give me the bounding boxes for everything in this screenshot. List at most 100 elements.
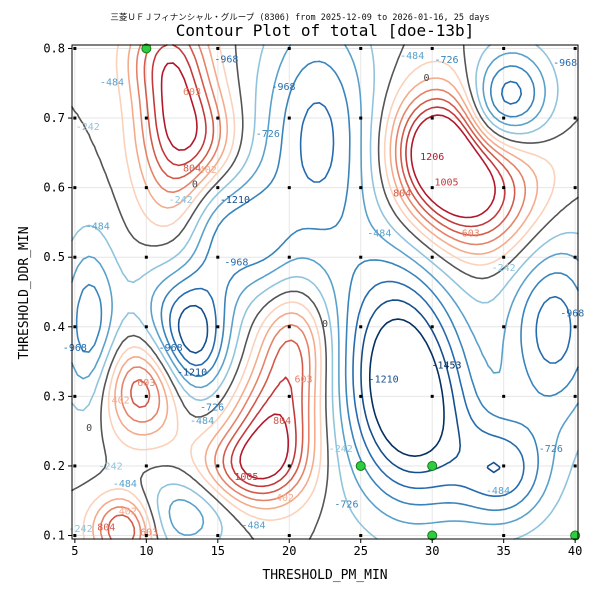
contour-label: -484: [86, 221, 110, 232]
doe-point: [502, 534, 506, 538]
doe-point: [430, 46, 434, 50]
contour-label: 804: [183, 164, 201, 175]
doe-points-layer: [73, 46, 577, 538]
x-tick-label: 25: [354, 544, 368, 558]
contour-label: -484: [367, 228, 391, 239]
contour-label: 0: [192, 180, 198, 191]
contour-label: -484: [100, 77, 124, 88]
doe-point: [359, 325, 363, 329]
doe-point: [73, 325, 77, 329]
y-tick-label: 0.2: [43, 459, 65, 473]
contour-label: -242: [169, 195, 193, 206]
doe-point: [144, 394, 148, 398]
doe-point: [359, 116, 363, 120]
contour-label: 0: [86, 423, 92, 434]
contour-label: -242: [492, 263, 516, 274]
contour-label: 603: [295, 374, 313, 385]
contour-line-0: [71, 44, 579, 540]
contour-label: 603: [140, 528, 158, 539]
doe-point: [287, 534, 291, 538]
contour-label: -726: [200, 402, 224, 413]
contour-label: -242: [69, 524, 93, 535]
highlight-point: [427, 460, 438, 471]
x-tick-label: 30: [425, 544, 439, 558]
doe-point: [287, 186, 291, 190]
chart-title: Contour Plot of total [doe-13b]: [176, 21, 475, 40]
doe-point: [144, 186, 148, 190]
contour-label: 402: [276, 493, 294, 504]
doe-point: [144, 255, 148, 259]
x-tick-label: 20: [282, 544, 296, 558]
y-axis-label: THRESHOLD_DDR_MIN: [17, 226, 32, 359]
doe-point: [287, 116, 291, 120]
x-tick-label: 15: [211, 544, 225, 558]
doe-point: [573, 46, 577, 50]
doe-point: [73, 46, 77, 50]
doe-point: [216, 186, 220, 190]
contour-label: -242: [329, 444, 353, 455]
contour-label: -968: [159, 343, 183, 354]
contour-label: 804: [97, 523, 115, 534]
contour-label: -726: [539, 444, 563, 455]
contour-label: -726: [334, 500, 358, 511]
y-tick-label: 0.4: [43, 320, 65, 334]
doe-point: [573, 464, 577, 468]
contour-label: -1210: [369, 374, 399, 385]
contour-label: 1206: [420, 152, 444, 163]
doe-point: [287, 46, 291, 50]
doe-point: [216, 464, 220, 468]
doe-point: [573, 325, 577, 329]
contour-line-neg242: [71, 44, 579, 540]
doe-point: [430, 325, 434, 329]
contour-line-neg1210: [177, 299, 501, 474]
highlight-point: [141, 43, 152, 54]
contour-label: 804: [393, 189, 411, 200]
highlight-point: [355, 460, 366, 471]
contour-label: 0: [322, 319, 328, 330]
y-tick-label: 0.5: [43, 250, 65, 264]
doe-point: [73, 394, 77, 398]
doe-point: [73, 255, 77, 259]
doe-point: [573, 116, 577, 120]
contour-line-neg726: [75, 60, 579, 512]
doe-point: [502, 394, 506, 398]
doe-point: [359, 534, 363, 538]
doe-point: [359, 255, 363, 259]
contour-line-402: [92, 44, 539, 540]
contour-label: 1005: [234, 472, 258, 483]
plot-frame: [71, 44, 579, 540]
contour-label-layer: 1206 1005 804 603 -242 -484 -484 -726 0 -968 -968 -…: [63, 51, 585, 539]
contour-line-201: [82, 44, 556, 540]
doe-point: [359, 46, 363, 50]
doe-point: [216, 116, 220, 120]
contour-label: -242: [76, 122, 100, 133]
doe-point: [430, 116, 434, 120]
contour-label: 603: [137, 378, 155, 389]
contour-label: -968: [272, 82, 296, 93]
doe-point: [144, 534, 148, 538]
doe-point: [573, 255, 577, 259]
contour-line-neg968: [169, 80, 572, 497]
doe-point: [287, 255, 291, 259]
doe-point: [502, 46, 506, 50]
y-tick-label: 0.7: [43, 111, 65, 125]
doe-point: [502, 325, 506, 329]
x-axis-label: THRESHOLD_PM_MIN: [262, 568, 387, 583]
contour-label: 603: [462, 228, 480, 239]
doe-point: [502, 186, 506, 190]
y-tick-label: 0.3: [43, 389, 65, 403]
contour-label: -968: [560, 308, 584, 319]
contour-label: 402: [199, 165, 217, 176]
doe-point: [430, 186, 434, 190]
contour-label: -726: [434, 55, 458, 66]
contour-label: 402: [119, 507, 137, 518]
contour-label: -968: [63, 343, 87, 354]
contour-label: -484: [190, 416, 214, 427]
x-tick-label: 35: [496, 544, 510, 558]
contour-label: -1210: [220, 195, 250, 206]
contour-label: -968: [553, 58, 577, 69]
doe-point: [216, 325, 220, 329]
contour-line-603: [99, 44, 526, 540]
contour-label: 0: [423, 73, 429, 84]
doe-point: [216, 534, 220, 538]
